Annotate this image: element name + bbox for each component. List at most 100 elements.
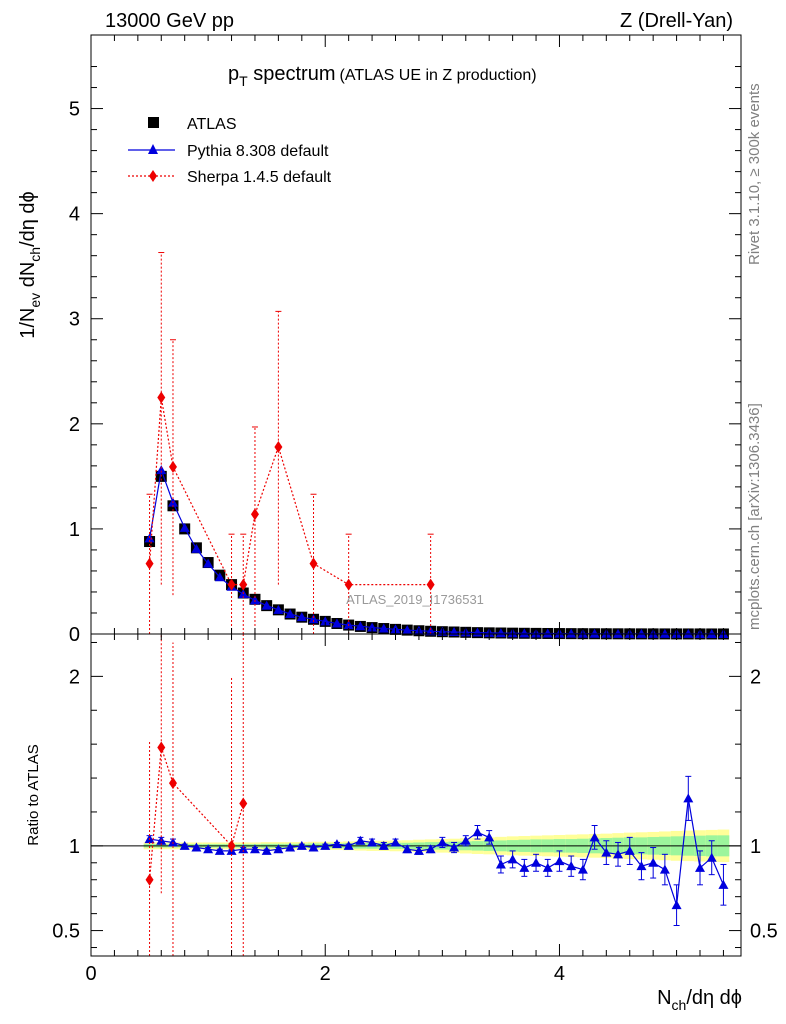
y-tick-label-ratio-right: 2	[750, 666, 761, 688]
pythia-point	[683, 628, 694, 638]
pythia-ratio-point	[285, 842, 296, 852]
pythia-point	[285, 609, 296, 619]
pythia-ratio-point	[507, 854, 518, 864]
y-axis-label-main: 1/Nev dNch/dη dϕ	[17, 191, 43, 339]
pythia-ratio-point	[343, 840, 354, 850]
y-tick-label-main: 4	[69, 204, 80, 226]
y-tick-label-ratio: 0.5	[52, 921, 80, 943]
pythia-ratio-point	[472, 827, 483, 837]
pythia-ratio-point	[695, 862, 706, 872]
legend-sherpa-label: Sherpa 1.4.5 default	[187, 169, 332, 186]
pythia-point	[179, 522, 190, 532]
pythia-ratio-point	[355, 835, 366, 845]
legend-atlas-label: ATLAS	[187, 116, 237, 133]
pythia-point	[519, 628, 530, 638]
pythia-ratio-point	[589, 832, 600, 842]
pythia-ratio-point	[367, 837, 378, 847]
pythia-ratio-point	[495, 859, 506, 869]
y-axis-label-ratio: Ratio to ATLAS	[25, 744, 42, 845]
sherpa-ratio-point	[157, 741, 166, 754]
pythia-ratio-point	[308, 842, 319, 852]
legend-atlas-marker	[148, 117, 159, 128]
pythia-point	[542, 628, 553, 638]
pythia-point	[273, 604, 284, 614]
pythia-ratio-point	[261, 845, 272, 855]
pythia-ratio-point	[214, 845, 225, 855]
pythia-point	[378, 623, 389, 633]
pythia-point	[367, 622, 378, 632]
sherpa-point	[344, 578, 353, 591]
pythia-ratio-point	[449, 842, 460, 852]
legend-pythia-marker	[148, 144, 158, 154]
y-tick-label-main: 5	[69, 99, 80, 121]
chart-title: pT spectrum (ATLAS UE in Z production)	[228, 63, 537, 89]
pythia-point	[296, 612, 307, 622]
y-tick-label-main: 3	[69, 309, 80, 331]
pythia-ratio-point	[648, 857, 659, 867]
sherpa-point	[157, 391, 166, 404]
legend: ATLAS Pythia 8.308 default Sherpa 1.4.5 …	[128, 116, 332, 186]
pythia-ratio-point	[390, 837, 401, 847]
pythia-point	[261, 600, 272, 610]
pythia-ratio-point	[601, 847, 612, 857]
x-axis-label: Nch/dη dϕ	[657, 987, 742, 1013]
pythia-ratio-point	[413, 845, 424, 855]
x-tick-label: 0	[85, 963, 96, 985]
pythia-ratio-point	[331, 839, 342, 849]
pythia-ratio-point	[718, 879, 729, 889]
pythia-point	[495, 628, 506, 638]
pythia-point	[156, 465, 167, 475]
sherpa-ratio-line	[149, 747, 244, 880]
sherpa-ratio-point	[239, 797, 248, 810]
sherpa-point	[426, 578, 435, 591]
pythia-ratio-point	[542, 862, 553, 872]
pythia-ratio-point	[613, 849, 624, 859]
pythia-ratio-point	[238, 844, 249, 854]
energy-label: 13000 GeV pp	[105, 10, 234, 32]
pythia-ratio-point	[531, 857, 542, 867]
pythia-point	[214, 572, 225, 582]
pythia-ratio-point	[425, 844, 436, 854]
pythia-point	[566, 628, 577, 638]
legend-sherpa-marker	[149, 170, 157, 182]
pythia-ratio-point	[566, 861, 577, 871]
pythia-ratio-point	[554, 856, 565, 866]
sherpa-point	[250, 508, 259, 521]
x-tick-label: 2	[320, 963, 331, 985]
pythia-point	[425, 626, 436, 636]
pythia-ratio-point	[273, 844, 284, 854]
sherpa-ratio-point	[145, 873, 154, 886]
pythia-ratio-point	[320, 840, 331, 850]
sherpa-line	[149, 397, 431, 586]
pythia-ratio-point	[484, 832, 495, 842]
pythia-point	[320, 616, 331, 626]
pythia-ratio-point	[683, 793, 694, 803]
rivet-label: Rivet 3.1.10, ≥ 300k events	[746, 83, 763, 265]
y-tick-label-ratio: 2	[69, 666, 80, 688]
pythia-ratio-point	[671, 900, 682, 910]
pythia-point	[249, 595, 260, 605]
pythia-point	[659, 628, 670, 638]
sherpa-point	[239, 578, 248, 591]
pythia-ratio-point	[296, 840, 307, 850]
sherpa-point	[309, 557, 318, 570]
sherpa-point	[145, 557, 154, 570]
pythia-line	[149, 467, 724, 635]
pythia-point	[706, 628, 717, 638]
y-tick-label-main: 1	[69, 519, 80, 541]
pythia-ratio-point	[437, 837, 448, 847]
pythia-ratio-point	[636, 861, 647, 871]
legend-pythia-label: Pythia 8.308 default	[187, 143, 329, 160]
axis-ticks: 0 2 4 0 1 2 3 4 5 0.5 0.5 1 1 2 2	[52, 35, 778, 985]
pythia-ratio-point	[519, 862, 530, 872]
pythia-ratio-point	[249, 844, 260, 854]
sherpa-point	[274, 440, 283, 453]
pythia-ratio-point	[203, 844, 214, 854]
pythia-ratio-point	[191, 842, 202, 852]
pythia-point	[191, 543, 202, 553]
pythia-ratio-point	[460, 835, 471, 845]
ratio-plot-frame	[90, 633, 742, 957]
pythia-ratio-point	[706, 852, 717, 862]
y-tick-label-ratio-right: 1	[750, 836, 761, 858]
